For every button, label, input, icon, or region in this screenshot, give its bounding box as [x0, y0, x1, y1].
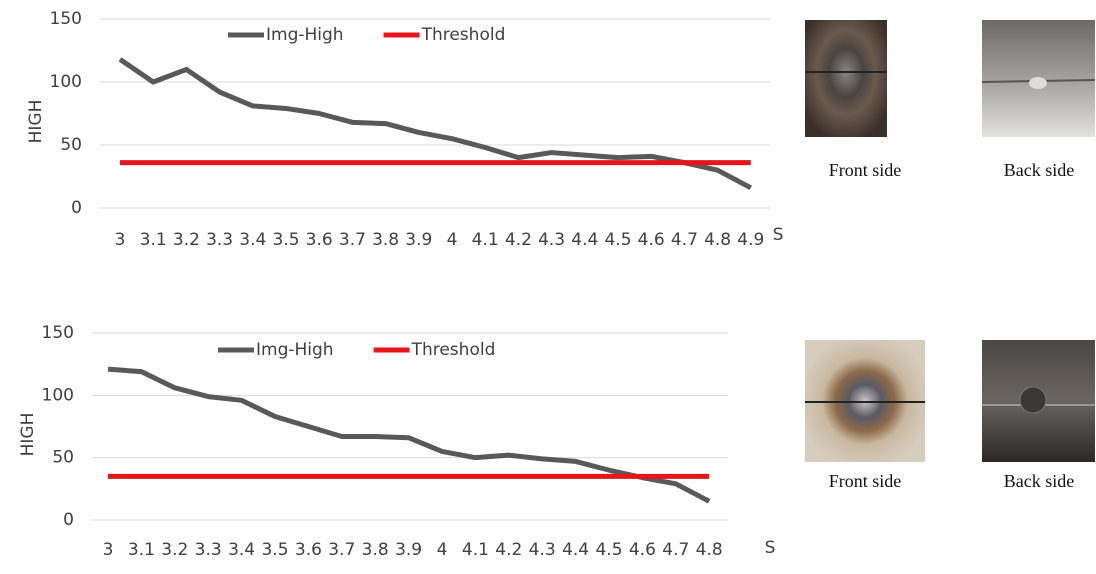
x-tick-label: 4 — [437, 540, 448, 560]
y-axis-label: HIGH — [26, 100, 46, 144]
x-tick-label: 4.4 — [571, 230, 598, 250]
x-tick-label: 4.5 — [604, 230, 631, 250]
x-tick-label: 3.3 — [195, 540, 222, 560]
series-line — [108, 369, 709, 501]
y-tick-label: 0 — [63, 510, 74, 530]
x-tick-label: 4.6 — [638, 230, 665, 250]
x-tick-label: 4.7 — [662, 540, 689, 560]
chart: 0 50 100 150 3 3.1 3.2 3.3 3.4 3.5 3.6 3.7 3.8 3.9 4 4.… — [26, 9, 783, 250]
x-tick-label: 3.6 — [295, 540, 322, 560]
series-line — [120, 59, 751, 188]
y-tick-label: 50 — [60, 135, 82, 155]
weld-spot — [1029, 77, 1047, 89]
x-tick-label: 4.2 — [505, 230, 532, 250]
x-tick-label: 4.1 — [462, 540, 489, 560]
x-tick-label: 3.5 — [261, 540, 288, 560]
x-tick-label: 3.2 — [173, 230, 200, 250]
x-tick-label: 4.5 — [595, 540, 622, 560]
front-photo — [805, 20, 887, 137]
caption: Front side — [829, 471, 902, 491]
y-axis-label: HIGH — [18, 413, 38, 457]
x-tick-label: 3.4 — [228, 540, 255, 560]
y-tick-label: 150 — [50, 9, 82, 29]
x-tick-label: 3.7 — [339, 230, 366, 250]
x-tick-label: 3.8 — [362, 540, 389, 560]
x-tick-label: 4.3 — [538, 230, 565, 250]
x-tick-label: 4.4 — [562, 540, 589, 560]
x-tick-label: 4 — [447, 230, 458, 250]
x-tick-label: 4.8 — [696, 540, 723, 560]
chart: 0 50 100 150 3 3.1 3.2 3.3 3.4 3.5 3.6 3.7 3.8 3.9 4 4.… — [18, 323, 775, 560]
x-axis-label: S — [765, 538, 776, 558]
x-tick-label: 4.7 — [671, 230, 698, 250]
weld-spot — [1020, 387, 1046, 413]
photos: Front side Back side Front side Back sid… — [805, 20, 1095, 491]
x-tick-label: 3.1 — [128, 540, 155, 560]
x-tick-label: 3.9 — [395, 540, 422, 560]
y-tick-label: 50 — [52, 448, 74, 468]
x-tick-label: 4.3 — [529, 540, 556, 560]
caption: Front side — [829, 160, 902, 180]
x-tick-label: 3.7 — [328, 540, 355, 560]
x-tick-label: 3.1 — [140, 230, 167, 250]
legend-label: Img-High — [256, 340, 334, 360]
figure: Front side Back side Front side Back sid… — [0, 0, 1096, 574]
x-tick-label: 3 — [115, 230, 126, 250]
x-tick-label: 4.6 — [629, 540, 656, 560]
x-tick-label: 4.8 — [704, 230, 731, 250]
y-tick-label: 100 — [50, 72, 82, 92]
caption: Back side — [1004, 471, 1074, 491]
x-tick-label: 4.9 — [737, 230, 764, 250]
x-tick-label: 3.6 — [306, 230, 333, 250]
y-tick-label: 0 — [71, 198, 82, 218]
x-tick-label: 3.3 — [206, 230, 233, 250]
x-tick-label: 3.2 — [161, 540, 188, 560]
legend-label: Img-High — [266, 25, 344, 45]
x-tick-label: 3.4 — [239, 230, 266, 250]
y-tick-label: 150 — [42, 323, 74, 343]
x-tick-label: 4.1 — [472, 230, 499, 250]
x-tick-label: 3 — [103, 540, 114, 560]
y-tick-label: 100 — [42, 385, 74, 405]
legend-label: Threshold — [411, 340, 496, 360]
x-tick-label: 3.5 — [272, 230, 299, 250]
x-tick-label: 4.2 — [495, 540, 522, 560]
legend-label: Threshold — [421, 25, 506, 45]
x-tick-label: 3.8 — [372, 230, 399, 250]
caption: Back side — [1004, 160, 1074, 180]
x-axis-label: S — [773, 225, 784, 245]
x-tick-label: 3.9 — [405, 230, 432, 250]
